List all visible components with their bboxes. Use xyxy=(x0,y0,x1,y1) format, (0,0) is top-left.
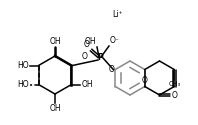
Text: OH: OH xyxy=(81,80,93,89)
Text: O: O xyxy=(171,90,177,100)
Text: OH: OH xyxy=(49,104,61,113)
Text: CH₃: CH₃ xyxy=(168,80,180,86)
Text: O: O xyxy=(82,52,88,61)
Text: O⁻: O⁻ xyxy=(110,36,120,45)
Text: O: O xyxy=(84,40,90,49)
Text: Li⁺: Li⁺ xyxy=(113,10,123,19)
Text: OH: OH xyxy=(84,37,96,46)
Text: O: O xyxy=(142,76,148,85)
Text: HO: HO xyxy=(17,80,29,89)
Text: HO: HO xyxy=(17,61,29,70)
Text: OH: OH xyxy=(49,37,61,46)
Text: O: O xyxy=(108,65,114,74)
Text: P: P xyxy=(97,54,103,62)
